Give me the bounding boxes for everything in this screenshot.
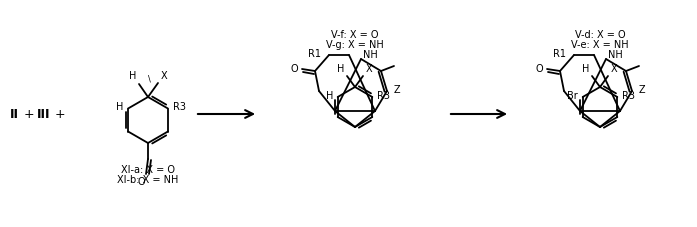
Text: R3: R3 [173,103,186,113]
Text: V-g: X = NH: V-g: X = NH [326,40,384,50]
Text: R3: R3 [377,91,390,101]
Text: \: \ [148,74,151,83]
Text: O: O [535,64,543,74]
Text: Z: Z [394,85,401,95]
Text: II: II [10,108,19,121]
Text: +: + [54,108,66,121]
Text: R3: R3 [622,91,636,101]
Text: X: X [366,64,373,74]
Text: NH: NH [363,50,378,60]
Text: X: X [161,71,167,81]
Text: V-d: X = O: V-d: X = O [575,30,625,40]
Text: III: III [37,108,51,121]
Text: O: O [291,64,298,74]
Text: H: H [129,71,136,81]
Text: Br: Br [567,91,578,101]
Text: O: O [137,177,145,187]
Text: H: H [581,64,589,74]
Text: H: H [116,103,123,113]
Text: H: H [326,91,334,101]
Text: Z: Z [639,85,645,95]
Text: R1: R1 [553,49,566,59]
Text: NH: NH [608,50,622,60]
Text: V-e: X = NH: V-e: X = NH [571,40,629,50]
Text: R1: R1 [308,49,321,59]
Text: H: H [337,64,344,74]
Text: XI-a: X = O: XI-a: X = O [121,165,175,175]
Text: V-f: X = O: V-f: X = O [331,30,378,40]
Text: X: X [611,64,618,74]
Text: +: + [24,108,34,121]
Text: XI-b: X = NH: XI-b: X = NH [117,175,178,185]
